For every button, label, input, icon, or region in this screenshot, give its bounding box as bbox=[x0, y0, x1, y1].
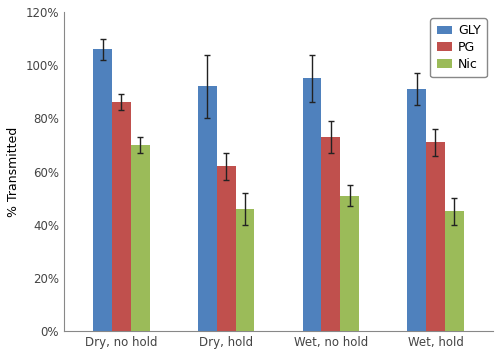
Bar bbox=[236, 209, 255, 331]
Bar bbox=[112, 103, 131, 331]
Bar bbox=[131, 145, 150, 331]
Bar bbox=[407, 89, 426, 331]
Bar bbox=[216, 166, 236, 331]
Y-axis label: % Transmitted: % Transmitted bbox=[7, 126, 20, 217]
Bar bbox=[340, 195, 359, 331]
Bar bbox=[198, 87, 216, 331]
Bar bbox=[322, 137, 340, 331]
Bar bbox=[302, 78, 322, 331]
Legend: GLY, PG, Nic: GLY, PG, Nic bbox=[430, 18, 487, 77]
Bar bbox=[426, 142, 445, 331]
Bar bbox=[445, 211, 464, 331]
Bar bbox=[93, 49, 112, 331]
